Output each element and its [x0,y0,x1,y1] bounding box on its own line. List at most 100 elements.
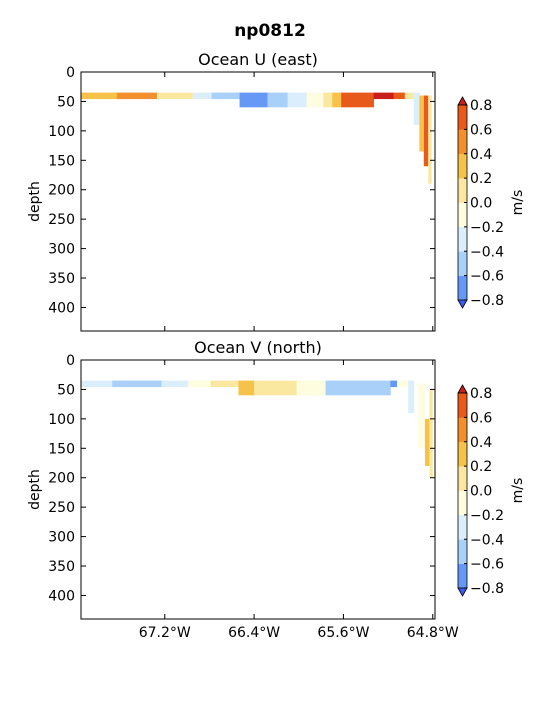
contour-band [254,380,297,396]
contour-band [397,380,409,388]
x-tick-label: 64.8°W [407,625,459,641]
figure-title: np0812 [234,21,306,41]
colorbar-band [458,202,467,228]
contour-band [116,92,158,100]
axes-frame [80,71,436,332]
x-tick-label: 65.6°W [317,625,369,641]
colorbar-extend-max [457,96,468,106]
y-axis-label: depth [27,469,43,510]
colorbar-band [458,153,467,179]
colorbar-band [458,251,467,276]
axes-frame [80,359,436,620]
y-tick-label: 150 [48,441,75,457]
colorbar-tick-label: −0.2 [470,508,504,524]
colorbar-extend-min [457,587,468,597]
colorbar-tick-label: 0.8 [470,386,492,402]
colorbar-tick-label: 0.2 [470,459,492,475]
y-tick-label: 0 [66,65,75,81]
y-tick-label: 400 [48,300,75,316]
contour-band [156,92,194,100]
contour-band [192,92,213,100]
colorbar-band [458,275,467,301]
colorbar-tick-label: −0.8 [470,581,504,597]
contour-band [390,380,398,388]
contour-band [188,380,211,388]
contour-band [341,92,374,108]
y-tick-label: 250 [48,212,75,228]
y-tick-label: 300 [48,242,75,258]
y-tick-label: 200 [48,183,75,199]
y-tick-label: 0 [66,353,75,369]
colorbar-band [458,441,467,467]
y-tick-label: 400 [48,588,75,604]
colorbar-band [458,514,467,540]
contour-band [373,92,395,100]
colorbar-extend-min [457,299,468,309]
contour-band [287,92,307,108]
colorbar-band [458,393,467,418]
contour-band [413,92,420,125]
contour-band [210,380,239,388]
x-tick-label: 67.2°W [139,625,191,641]
contour-band [81,380,113,388]
colorbar-band [458,178,467,203]
y-tick-label: 50 [57,94,75,110]
contour-band [112,380,162,388]
y-tick-label: 250 [48,500,75,516]
contour-band [306,92,324,108]
colorbar-tick-label: −0.6 [470,557,504,573]
y-tick-label: 100 [48,124,75,140]
colorbar-tick-label: 0.2 [470,171,492,187]
contour-band [323,92,333,108]
colorbar-band [458,563,467,589]
colorbar-band [458,466,467,491]
colorbar-tick-label: −0.2 [470,220,504,236]
contour-band [267,92,288,108]
y-tick-label: 100 [48,412,75,428]
colorbar-extend-max [457,384,468,394]
contour-band [325,380,391,396]
contour-column [424,418,430,466]
colorbar-tick-label: −0.6 [470,269,504,285]
contour-band [408,380,415,413]
contour-column [428,95,432,184]
panel-title: Ocean U (east) [198,50,318,69]
contour-band [81,92,118,100]
colorbar-band [458,129,467,155]
colorbar-tick-label: −0.4 [470,532,504,548]
colorbar-band [458,226,467,252]
panel-1: Ocean V (north) 0 50 100 150 200 250 300 350 400 6… [27,338,526,641]
colorbar-tick-label: −0.8 [470,293,504,309]
colorbar-band [458,490,467,516]
colorbar-tick-label: 0.6 [470,410,492,426]
panel-0: Ocean U (east) 0 50 100 150 200 250 300 350 400 de… [27,50,526,332]
y-tick-label: 150 [48,153,75,169]
contour-column [429,389,433,478]
contour-band [296,380,326,396]
colorbar-tick-label: 0.0 [470,484,492,500]
y-tick-label: 300 [48,530,75,546]
y-axis-label: depth [27,181,43,222]
y-tick-label: 350 [48,271,75,287]
colorbar-band [458,539,467,564]
contour-band [161,380,189,388]
contour-column [423,95,429,167]
contour-column [419,95,424,152]
contour-band [238,380,255,396]
contour-band [239,92,268,108]
colorbar-label: m/s [510,478,526,504]
colorbar-band [458,105,467,130]
y-tick-label: 350 [48,559,75,575]
x-tick-label: 66.4°W [228,625,280,641]
contour-band [211,92,240,100]
y-tick-label: 50 [57,382,75,398]
colorbar-tick-label: 0.8 [470,98,492,114]
colorbar-tick-label: 0.4 [470,435,492,451]
y-tick-label: 200 [48,471,75,487]
colorbar-tick-label: −0.4 [470,244,504,260]
panel-title: Ocean V (north) [194,338,322,357]
colorbar-label: m/s [510,190,526,216]
colorbar-band [458,417,467,443]
contour-band [332,92,342,108]
